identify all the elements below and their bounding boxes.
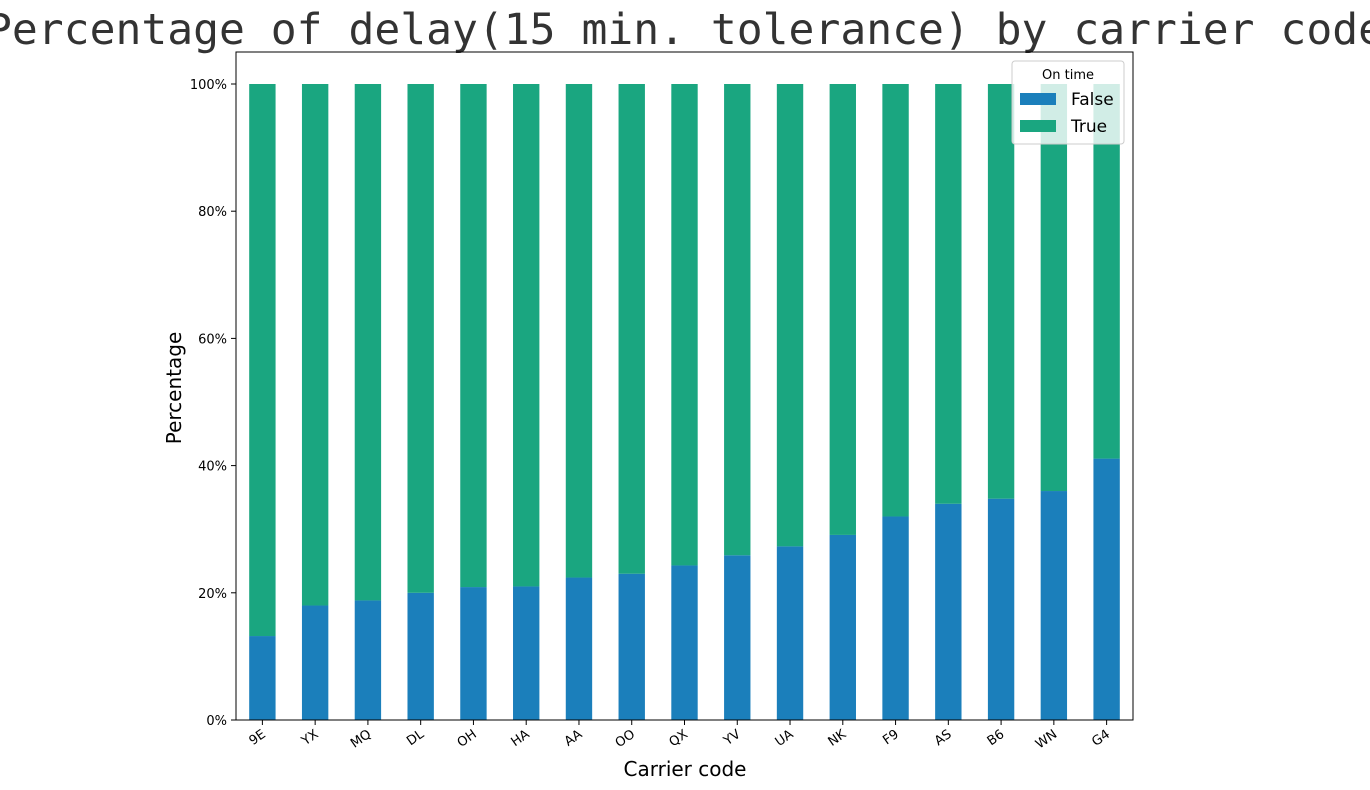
x-tick-label: F9 <box>880 727 902 748</box>
bar-true-f9 <box>882 84 909 517</box>
legend: On time False True <box>1011 60 1125 145</box>
x-tick-label: G4 <box>1089 727 1113 750</box>
bar-true-as <box>935 84 962 504</box>
bar-true-b6 <box>987 84 1015 499</box>
bar-false-wn <box>1040 491 1068 720</box>
x-tick-label: NK <box>826 727 850 750</box>
bar-true-ua <box>776 84 804 547</box>
x-tick-label: YV <box>720 727 743 750</box>
bar-true-9e <box>249 84 276 637</box>
bar-true-yx <box>301 84 329 606</box>
bar-true-aa <box>565 84 593 578</box>
legend-label-false: False <box>1071 90 1114 110</box>
x-tick-label: OO <box>613 727 638 751</box>
y-tick-label: 40% <box>198 460 227 475</box>
bar-false-qx <box>671 565 698 720</box>
x-tick-label: MQ <box>348 727 374 752</box>
x-tick-label: YX <box>298 727 321 750</box>
bar-true-nk <box>829 84 856 535</box>
bar-false-g4 <box>1093 458 1120 720</box>
bar-false-yv <box>724 555 751 720</box>
bar-true-oh <box>460 84 487 588</box>
x-tick-label: UA <box>773 727 797 750</box>
bar-false-nk <box>829 534 856 720</box>
bar-true-qx <box>671 84 698 566</box>
bar-true-mq <box>354 84 382 601</box>
bar-false-aa <box>565 577 593 720</box>
bar-true-wn <box>1040 84 1068 492</box>
legend-swatch-false <box>1020 93 1056 105</box>
y-tick-label: 80% <box>198 205 227 220</box>
x-tick-label: HA <box>509 727 533 750</box>
bar-false-f9 <box>882 516 909 720</box>
y-axis-ticks: 0% 20% 40% 60% 80% 100% <box>190 78 236 729</box>
bar-false-dl <box>407 592 434 720</box>
bar-true-yv <box>724 84 751 556</box>
bar-false-ua <box>776 546 804 720</box>
plot-frame <box>235 51 1134 721</box>
x-tick-label: QX <box>667 727 691 750</box>
bar-true-ha <box>513 84 540 587</box>
x-tick-label: 9E <box>247 727 269 749</box>
x-tick-label: WN <box>1033 727 1060 752</box>
bar-false-oh <box>460 587 487 720</box>
bar-true-oo <box>618 84 645 574</box>
x-tick-label: AS <box>932 727 955 749</box>
legend-title: On time <box>1042 68 1094 83</box>
y-tick-label: 20% <box>198 587 227 602</box>
x-axis-label: Carrier code <box>624 757 747 781</box>
x-tick-label: OH <box>455 727 480 751</box>
bar-false-9e <box>249 636 276 720</box>
bar-true-dl <box>407 84 434 593</box>
x-tick-label: DL <box>404 727 427 750</box>
bar-false-yx <box>301 605 329 720</box>
chart-title: Percentage of delay(15 min. tolerance) b… <box>0 5 1370 55</box>
y-tick-label: 100% <box>190 78 227 93</box>
bars-group <box>249 84 1120 720</box>
bar-false-ha <box>513 586 540 720</box>
bar-false-mq <box>354 600 382 720</box>
x-axis-ticks: 9E YX MQ DL OH HA AA OO QX YV UA NK F9 AS B6 WN G4 <box>247 720 1113 752</box>
bar-false-oo <box>618 573 645 720</box>
y-tick-label: 0% <box>206 714 227 729</box>
y-axis-label: Percentage <box>162 332 186 445</box>
legend-label-true: True <box>1070 117 1107 137</box>
legend-swatch-true <box>1020 120 1056 132</box>
y-tick-label: 60% <box>198 332 227 347</box>
bar-true-g4 <box>1093 84 1120 459</box>
bar-false-as <box>935 503 962 720</box>
x-tick-label: AA <box>562 727 586 750</box>
bar-false-b6 <box>987 498 1015 720</box>
x-tick-label: B6 <box>985 727 1008 749</box>
